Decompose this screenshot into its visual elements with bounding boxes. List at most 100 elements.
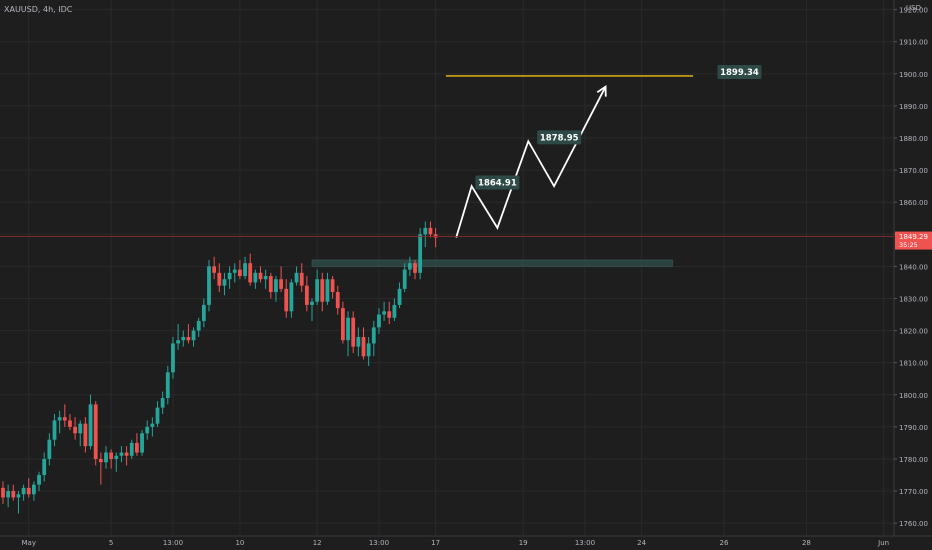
- candle-body: [57, 417, 62, 421]
- candle-body: [129, 442, 134, 456]
- x-tick-label: 17: [431, 539, 440, 547]
- candle-body: [52, 420, 57, 440]
- candle-body: [201, 304, 206, 321]
- candle-body: [227, 272, 232, 280]
- y-tick-label: 1780.00: [899, 456, 928, 464]
- candle-body: [289, 282, 294, 312]
- candle-body: [320, 279, 325, 302]
- price-label-text: 1864.91: [478, 178, 517, 188]
- candle-body: [310, 301, 314, 305]
- price-axis[interactable]: 1760.00 1770.00 1780.00 1790.00 1800.00 1810.…: [894, 7, 928, 529]
- candle-body: [294, 272, 299, 283]
- candle-body: [413, 263, 417, 273]
- y-tick-label: 1820.00: [899, 328, 928, 336]
- candle-body: [433, 234, 438, 238]
- candle-body: [258, 272, 263, 280]
- candle-body: [371, 327, 376, 344]
- y-tick-label: 1800.00: [899, 392, 928, 400]
- candle-body: [222, 279, 227, 286]
- y-tick-label: 1810.00: [899, 360, 928, 368]
- current-price-value: 1849.29: [899, 233, 928, 241]
- current-price-countdown: 35:25: [899, 241, 918, 249]
- candle-body: [382, 311, 386, 315]
- candle-body: [42, 458, 47, 476]
- candle-body: [135, 442, 139, 453]
- x-tick-label: 13:00: [163, 539, 183, 547]
- candle-body: [47, 439, 52, 459]
- candle-body: [361, 337, 366, 357]
- candle-body: [196, 320, 201, 331]
- candle-body: [243, 263, 247, 277]
- candle-body: [402, 269, 407, 289]
- time-axis[interactable]: May 5 13:00 10 12 13:00 17 19 13:00 24 26 28 Jun: [22, 539, 890, 547]
- candle-body: [299, 272, 304, 286]
- projection-arrowhead: [596, 84, 607, 97]
- candle-body: [104, 452, 108, 463]
- x-tick-label: 19: [519, 539, 528, 547]
- candle-body: [109, 452, 114, 459]
- candle-body: [160, 397, 165, 408]
- candle-body: [32, 484, 36, 495]
- grid-lines: [0, 0, 894, 536]
- candle-body: [279, 279, 283, 289]
- candle-body: [83, 423, 88, 447]
- candle-body: [253, 272, 258, 283]
- price-label-box: [537, 130, 582, 145]
- candle-body: [351, 317, 356, 347]
- candle-body: [356, 337, 361, 347]
- candle-body: [98, 458, 103, 463]
- candle-body: [73, 426, 77, 434]
- current-price-box: [895, 231, 932, 250]
- x-tick-label: 13:00: [369, 539, 389, 547]
- candle-body: [268, 276, 273, 293]
- candle-body: [397, 288, 402, 305]
- candle-body: [145, 426, 150, 434]
- candle-body: [114, 455, 119, 459]
- candle-body: [335, 292, 340, 309]
- candle-body: [150, 423, 155, 427]
- y-tick-label: 1920.00: [899, 7, 928, 15]
- y-tick-label: 1860.00: [899, 199, 928, 207]
- x-tick-label: 26: [720, 539, 729, 547]
- candle-body: [11, 491, 16, 498]
- candles-layer: [1, 221, 438, 514]
- price-label-text: 1878.95: [540, 133, 579, 143]
- x-tick-label: 10: [235, 539, 244, 547]
- y-tick-label: 1830.00: [899, 295, 928, 303]
- price-label-text: 1899.34: [720, 68, 759, 78]
- candle-body: [387, 311, 392, 318]
- y-tick-label: 1910.00: [899, 39, 928, 47]
- y-tick-label: 1760.00: [899, 520, 928, 528]
- symbol-title: XAUUSD, 4h, IDC: [4, 5, 73, 14]
- candle-body: [263, 276, 268, 280]
- x-tick-label: 12: [313, 539, 322, 547]
- candle-body: [325, 279, 330, 302]
- candle-body: [423, 227, 428, 235]
- candle-body: [366, 343, 371, 357]
- y-tick-label: 1840.00: [899, 263, 928, 271]
- candle-body: [207, 266, 211, 305]
- candle-body: [392, 304, 397, 318]
- candle-body: [232, 269, 237, 273]
- support-zone: [311, 259, 673, 267]
- candle-body: [165, 372, 170, 398]
- overlay-layer: 1864.91 1878.95 1899.34: [445, 64, 762, 238]
- candle-body: [37, 475, 41, 485]
- x-tick-label: Jun: [877, 539, 889, 547]
- candle-body: [88, 404, 93, 447]
- candle-body: [171, 343, 175, 373]
- zone-layer: [311, 259, 673, 267]
- candle-body: [124, 452, 129, 456]
- x-tick-label: May: [22, 539, 36, 547]
- candle-body: [140, 433, 144, 453]
- candle-body: [26, 487, 31, 495]
- candle-body: [248, 263, 253, 283]
- candle-body: [68, 420, 72, 427]
- candle-body: [330, 279, 335, 293]
- candle-body: [62, 417, 67, 421]
- candle-body: [407, 263, 412, 270]
- y-tick-label: 1870.00: [899, 167, 928, 175]
- currency-label: USD: [906, 4, 921, 12]
